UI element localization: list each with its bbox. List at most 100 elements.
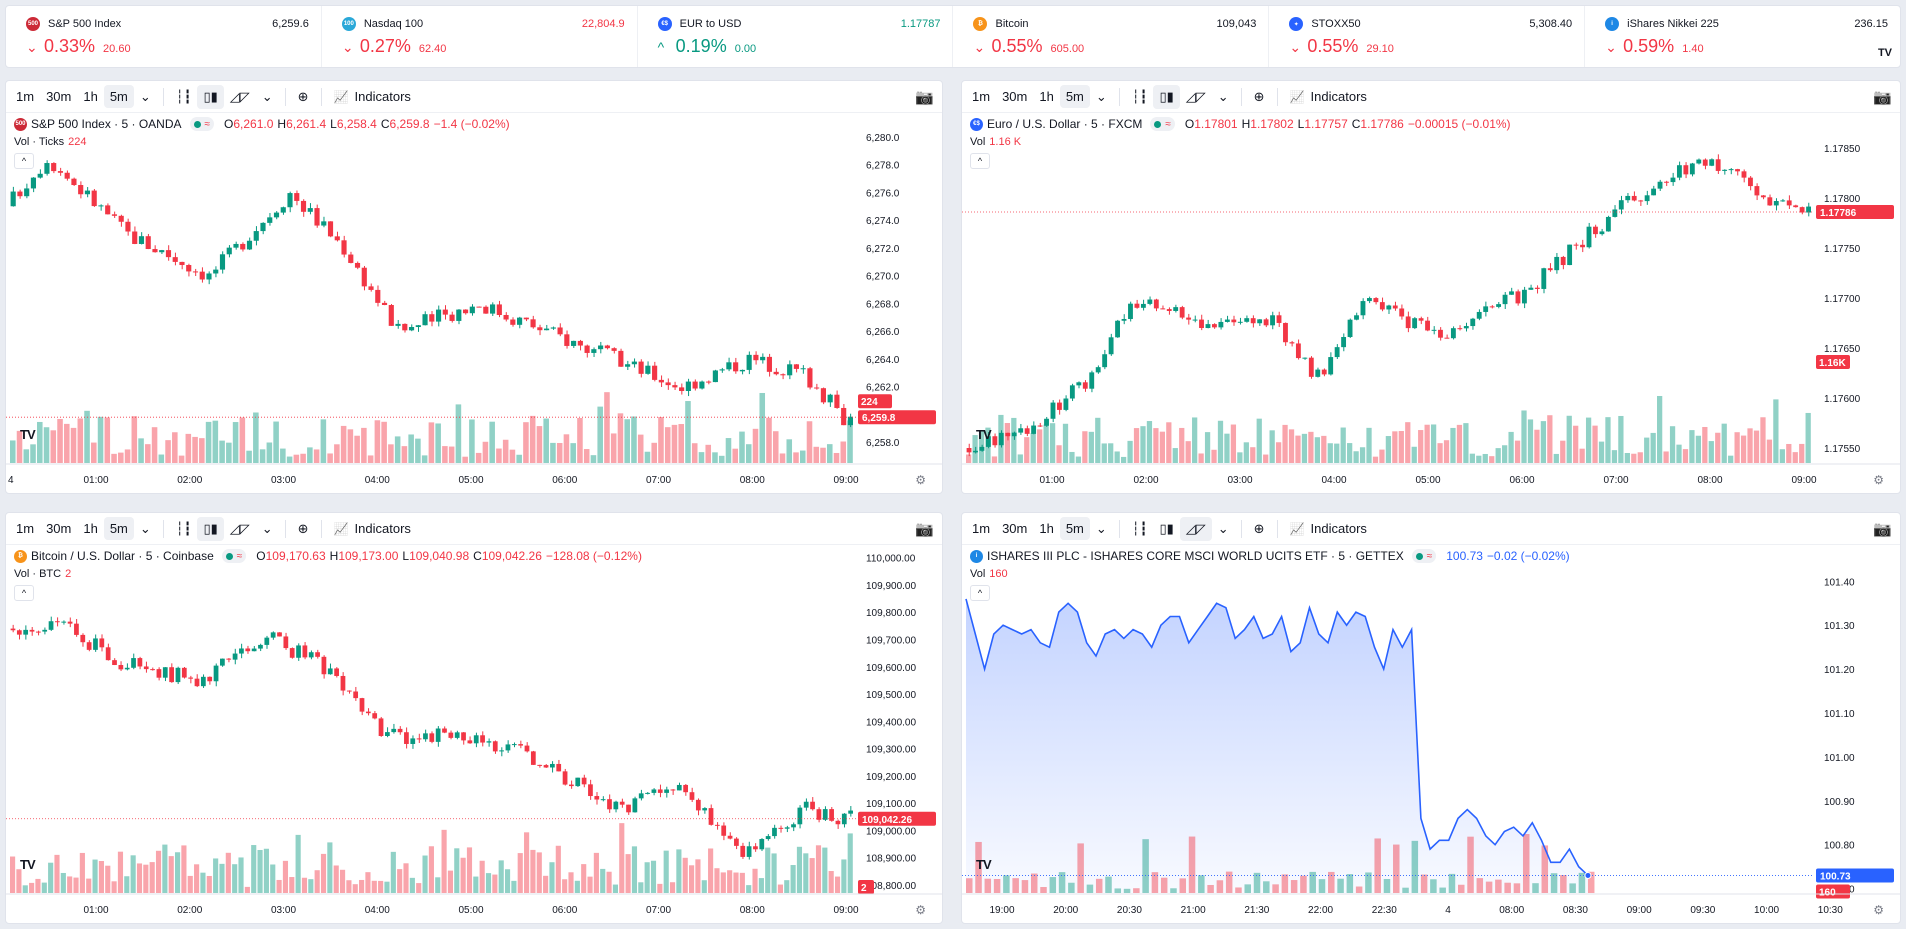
collapse-legend-button[interactable]: ^ — [14, 153, 34, 169]
symbol-title[interactable]: Bitcoin / U.S. Dollar · 5 · Coinbase — [31, 549, 214, 563]
indicators-button[interactable]: 📈 Indicators — [1284, 517, 1373, 540]
chevron-down-icon[interactable]: ⌄ — [261, 520, 273, 536]
chart-panel-spx[interactable]: 1m 30m 1h 5m ⌄ ┆┇ ▯▮ ◿◸ ⌄ ⊕ 📈 Indicators 📷 500 S&P 500… — [5, 80, 943, 494]
market-status-pill[interactable]: ≈ — [189, 117, 215, 131]
bar-chart-icon[interactable]: ┆┇ — [175, 88, 192, 104]
chevron-down-icon[interactable]: ⌄ — [1095, 520, 1107, 536]
interval-button-1h[interactable]: 1h — [83, 89, 98, 104]
interval-button-30m[interactable]: 30m — [46, 89, 72, 104]
interval-button-1m[interactable]: 1m — [972, 521, 991, 536]
interval-button-5m[interactable]: 5m — [103, 517, 134, 540]
volume-bar — [145, 444, 151, 463]
ticker-item[interactable]: 500 S&P 500 Index 6,259.6 ⌄ 0.33% 20.60 — [6, 6, 322, 67]
camera-icon[interactable]: 📷 — [915, 521, 934, 538]
chart-panel-eurusd[interactable]: 1m 30m 1h 5m ⌄ ┆┇ ▯▮ ◿◸ ⌄ ⊕ 📈 Indicators 📷 €$ Euro / U… — [961, 80, 1901, 494]
ticker-change: 20.60 — [103, 43, 131, 55]
interval-button-5m[interactable]: 5m — [103, 85, 134, 108]
camera-icon[interactable]: 📷 — [915, 89, 934, 106]
candle-body — [404, 732, 409, 744]
indicators-button[interactable]: 📈 Indicators — [328, 85, 417, 108]
ticker-item[interactable]: €$ EUR to USD 1.17787 ^ 0.19% 0.00 — [638, 6, 954, 67]
gear-icon[interactable]: ⚙ — [1873, 903, 1884, 917]
interval-button-1h[interactable]: 1h — [1039, 521, 1054, 536]
gear-icon[interactable]: ⚙ — [915, 903, 926, 917]
compare-plus-icon[interactable]: ⊕ — [297, 520, 309, 536]
collapse-legend-button[interactable]: ^ — [970, 585, 990, 601]
tradingview-logo-icon[interactable]: TV — [976, 857, 992, 872]
interval-button-1m[interactable]: 1m — [972, 89, 991, 104]
interval-button-1h[interactable]: 1h — [1039, 89, 1054, 104]
candle-chart-icon[interactable]: ▯▮ — [197, 84, 224, 109]
chevron-down-icon[interactable]: ⌄ — [139, 88, 151, 104]
symbol-title[interactable]: ISHARES III PLC - ISHARES CORE MSCI WORL… — [987, 549, 1404, 563]
ticker-item[interactable]: i iShares Nikkei 225 236.15 ⌄ 0.59% 1.40 — [1585, 6, 1900, 67]
symbol-legend[interactable]: ₿ Bitcoin / U.S. Dollar · 5 · Coinbase ≈ O1… — [14, 549, 642, 563]
tradingview-logo-icon[interactable]: TV — [20, 857, 36, 872]
bar-chart-icon[interactable]: ┆┇ — [1131, 520, 1148, 536]
interval-button-30m[interactable]: 30m — [46, 521, 72, 536]
chevron-down-icon[interactable]: ⌄ — [1217, 520, 1229, 536]
candle-body — [37, 173, 43, 178]
chevron-down-icon[interactable]: ⌄ — [1095, 88, 1107, 104]
tradingview-logo-icon[interactable]: TV — [976, 427, 992, 442]
volume-bar — [1075, 456, 1082, 463]
volume-bar — [37, 421, 43, 463]
compare-plus-icon[interactable]: ⊕ — [1253, 88, 1265, 104]
interval-button-5m[interactable]: 5m — [1059, 517, 1090, 540]
gear-icon[interactable]: ⚙ — [915, 473, 926, 487]
candle-chart-icon[interactable]: ▯▮ — [1159, 520, 1174, 536]
volume-legend[interactable]: Vol · BTC 2 — [14, 568, 71, 580]
candle-chart-icon[interactable]: ▯▮ — [197, 516, 224, 541]
camera-icon[interactable]: 📷 — [1873, 89, 1892, 106]
market-status-pill[interactable]: ≈ — [1150, 117, 1175, 131]
market-status-pill[interactable]: ≈ — [221, 549, 247, 563]
symbol-logo-icon: i — [970, 549, 983, 563]
interval-button-30m[interactable]: 30m — [1002, 521, 1028, 536]
symbol-legend[interactable]: i ISHARES III PLC - ISHARES CORE MSCI WOR… — [970, 549, 1570, 563]
ticker-item[interactable]: 100 Nasdaq 100 22,804.9 ⌄ 0.27% 62.40 — [322, 6, 638, 67]
volume-bar — [813, 446, 820, 463]
candle-chart-icon[interactable]: ▯▮ — [1153, 84, 1180, 109]
ticker-item[interactable]: ✦ STOXX50 5,308.40 ⌄ 0.55% 29.10 — [1269, 6, 1586, 67]
compare-plus-icon[interactable]: ⊕ — [1253, 520, 1265, 536]
bar-chart-icon[interactable]: ┆┇ — [175, 520, 192, 536]
ticker-item[interactable]: ₿ Bitcoin 109,043 ⌄ 0.55% 605.00 — [953, 6, 1270, 67]
candle-body — [1767, 197, 1773, 206]
symbol-legend[interactable]: €$ Euro / U.S. Dollar · 5 · FXCM ≈ O1.17801… — [970, 117, 1511, 131]
interval-button-5m[interactable]: 5m — [1059, 85, 1090, 108]
collapse-legend-button[interactable]: ^ — [14, 585, 34, 601]
compare-plus-icon[interactable]: ⊕ — [297, 88, 309, 104]
symbol-title[interactable]: S&P 500 Index · 5 · OANDA — [31, 117, 182, 131]
tradingview-logo-icon[interactable]: TV — [1877, 47, 1892, 59]
volume-legend[interactable]: Vol 160 — [970, 568, 1008, 580]
symbol-legend[interactable]: 500 S&P 500 Index · 5 · OANDA ≈ O6,261.0 H6,… — [14, 117, 510, 131]
volume-legend[interactable]: Vol 1.16 K — [970, 136, 1021, 148]
market-status-pill[interactable]: ≈ — [1411, 549, 1437, 563]
indicators-button[interactable]: 📈 Indicators — [1284, 85, 1373, 108]
volume-bar — [124, 449, 131, 463]
interval-button-1h[interactable]: 1h — [83, 521, 98, 536]
volume-legend[interactable]: Vol · Ticks 224 — [14, 136, 86, 148]
camera-icon[interactable]: 📷 — [1873, 521, 1892, 538]
area-chart-icon[interactable]: ◿◸ — [229, 88, 250, 104]
chart-panel-ishares[interactable]: 1m 30m 1h 5m ⌄ ┆┇ ▯▮ ◿◸ ⌄ ⊕ 📈 Indicators 📷 i ISHARES I… — [961, 512, 1901, 924]
area-chart-icon[interactable]: ◿◸ — [1185, 88, 1206, 104]
gear-icon[interactable]: ⚙ — [1873, 473, 1884, 487]
chevron-down-icon[interactable]: ⌄ — [261, 88, 273, 104]
interval-button-30m[interactable]: 30m — [1002, 89, 1028, 104]
tradingview-logo-icon[interactable]: TV — [20, 427, 36, 442]
volume-bar — [73, 877, 79, 893]
bar-chart-icon[interactable]: ┆┇ — [1131, 88, 1148, 104]
candle-body — [346, 690, 352, 692]
interval-button-1m[interactable]: 1m — [16, 521, 35, 536]
interval-button-1m[interactable]: 1m — [16, 89, 35, 104]
collapse-legend-button[interactable]: ^ — [970, 153, 990, 169]
area-chart-icon[interactable]: ◿◸ — [229, 520, 250, 536]
chart-panel-btcusd[interactable]: 1m 30m 1h 5m ⌄ ┆┇ ▯▮ ◿◸ ⌄ ⊕ 📈 Indicators 📷 ₿ Bitcoin /… — [5, 512, 943, 924]
indicators-button[interactable]: 📈 Indicators — [328, 517, 417, 540]
candle-body — [1664, 181, 1669, 183]
area-chart-icon[interactable]: ◿◸ — [1179, 516, 1212, 541]
symbol-title[interactable]: Euro / U.S. Dollar · 5 · FXCM — [987, 117, 1143, 131]
chevron-down-icon[interactable]: ⌄ — [1217, 88, 1229, 104]
chevron-down-icon[interactable]: ⌄ — [139, 520, 151, 536]
